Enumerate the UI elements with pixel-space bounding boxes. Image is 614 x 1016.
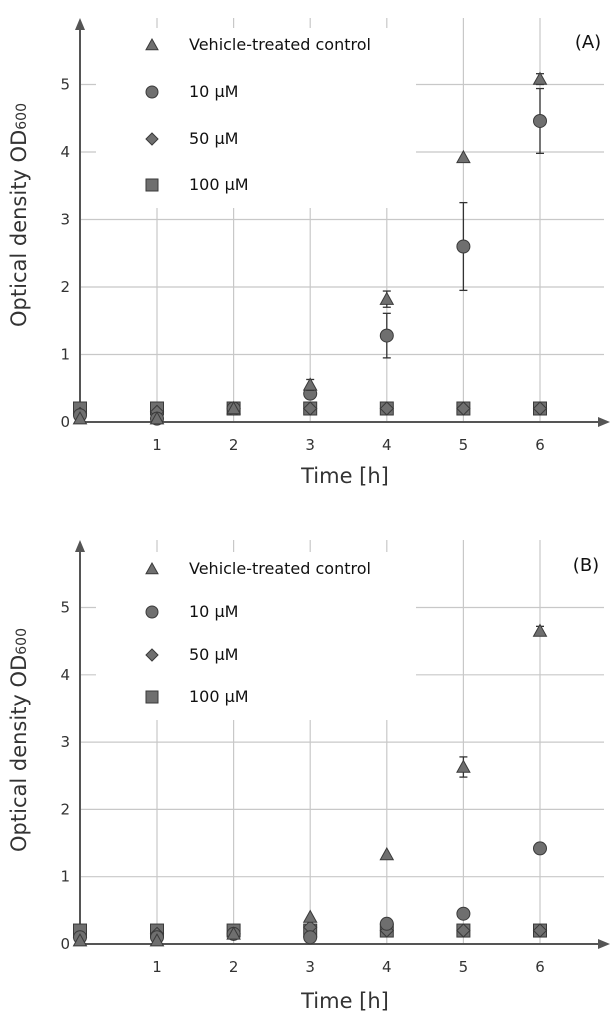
series-triangle — [72, 623, 548, 947]
y-axis-title: Optical density OD600 — [7, 103, 31, 327]
y-tick-label: 0 — [60, 935, 70, 953]
y-axis-title-subscript: 600 — [14, 628, 30, 655]
data-point-triangle — [532, 71, 548, 85]
x-tick-label: 4 — [382, 958, 392, 976]
data-point-triangle — [379, 291, 395, 305]
legend-marker-square — [145, 178, 159, 192]
y-axis-arrow — [75, 540, 85, 552]
y-axis-title-main: Optical density OD — [7, 655, 31, 852]
legend-label: Vehicle-treated control — [189, 35, 371, 54]
legend-background — [96, 28, 416, 208]
legend: Vehicle-treated control 10 µM 50 µM 100 µM — [145, 35, 371, 194]
legend-marker-circle — [145, 605, 159, 619]
data-point-triangle — [379, 846, 395, 861]
chart-panel-2: 0 1 2 3 4 5 1 2 3 4 5 6 Time [h] Optical density OD60… — [7, 540, 610, 1013]
y-tick-label: 3 — [60, 733, 70, 751]
data-point-circle — [533, 841, 547, 856]
panel-label: (A) — [575, 32, 601, 53]
legend-label: 10 µM — [189, 82, 238, 101]
x-tick-label: 3 — [305, 958, 315, 976]
data-point-circle — [379, 328, 394, 343]
data-point-diamond — [302, 401, 318, 416]
data-point-diamond — [532, 401, 548, 416]
y-tick-label: 3 — [60, 211, 70, 229]
x-tick-label: 3 — [305, 436, 315, 454]
y-tick-label: 4 — [60, 666, 70, 684]
x-tick-label: 5 — [459, 958, 469, 976]
legend: Vehicle-treated control 10 µM 50 µM 100 µM — [145, 559, 371, 706]
x-tick-label: 2 — [229, 436, 239, 454]
chart-panel-1: 0 1 2 3 4 5 1 2 3 4 5 6 Time [h] Optical density OD60… — [7, 18, 610, 488]
legend-label: 50 µM — [189, 129, 238, 148]
data-point-diamond — [456, 401, 471, 416]
legend-marker-triangle — [145, 37, 159, 51]
data-point-triangle — [226, 926, 241, 940]
y-tick-label: 0 — [60, 413, 70, 431]
data-point-diamond — [532, 923, 548, 938]
data-point-triangle — [72, 411, 88, 425]
y-tick-label: 5 — [60, 599, 70, 617]
x-axis-arrow — [598, 939, 610, 949]
x-tick-label: 1 — [152, 958, 162, 976]
data-point-triangle — [149, 411, 165, 425]
legend-label: 100 µM — [189, 175, 249, 194]
y-axis-arrow — [75, 18, 85, 30]
x-tick-label: 6 — [535, 436, 545, 454]
y-tick-label: 2 — [60, 800, 70, 818]
y-tick-label: 1 — [60, 346, 70, 364]
data-point-circle — [533, 113, 547, 128]
data-point-triangle — [302, 377, 318, 391]
legend-marker-square — [145, 690, 159, 704]
legend-marker-triangle — [145, 561, 159, 575]
data-point-circle — [456, 906, 471, 921]
data-point-triangle — [456, 759, 471, 773]
data-point-circle — [379, 916, 394, 931]
y-axis-title-main: Optical density OD — [7, 130, 31, 327]
data-point-diamond — [379, 401, 395, 416]
data-point-triangle — [302, 909, 318, 923]
x-axis-arrow — [598, 417, 610, 427]
legend-label: Vehicle-treated control — [189, 559, 371, 578]
series-triangle — [72, 71, 548, 425]
y-tick-label: 1 — [60, 868, 70, 886]
data-point-triangle — [226, 400, 241, 415]
x-tick-label: 6 — [535, 958, 545, 976]
panel-label: (B) — [573, 555, 599, 576]
x-axis-title: Time [h] — [300, 989, 389, 1013]
data-point-circle — [303, 930, 318, 945]
data-point-diamond — [456, 923, 471, 938]
legend-marker-diamond — [145, 648, 159, 662]
x-tick-label: 5 — [459, 436, 469, 454]
y-tick-label: 5 — [60, 76, 70, 94]
legend-marker-diamond — [145, 132, 159, 146]
legend-label: 10 µM — [189, 602, 238, 621]
x-tick-label: 4 — [382, 436, 392, 454]
x-tick-label: 1 — [152, 436, 162, 454]
x-tick-label: 2 — [229, 958, 239, 976]
data-point-triangle — [72, 933, 88, 947]
y-axis-title: Optical density OD600 — [7, 628, 31, 852]
legend-marker-circle — [145, 85, 159, 99]
y-axis-title-subscript: 600 — [14, 103, 30, 130]
x-axis-title: Time [h] — [300, 464, 389, 488]
data-point-triangle — [149, 933, 165, 947]
y-tick-label: 4 — [60, 143, 70, 161]
data-point-triangle — [456, 149, 471, 164]
legend-label: 100 µM — [189, 687, 249, 706]
y-tick-label: 2 — [60, 278, 70, 296]
legend-label: 50 µM — [189, 645, 238, 664]
data-point-circle — [456, 239, 471, 254]
data-point-triangle — [532, 623, 548, 637]
